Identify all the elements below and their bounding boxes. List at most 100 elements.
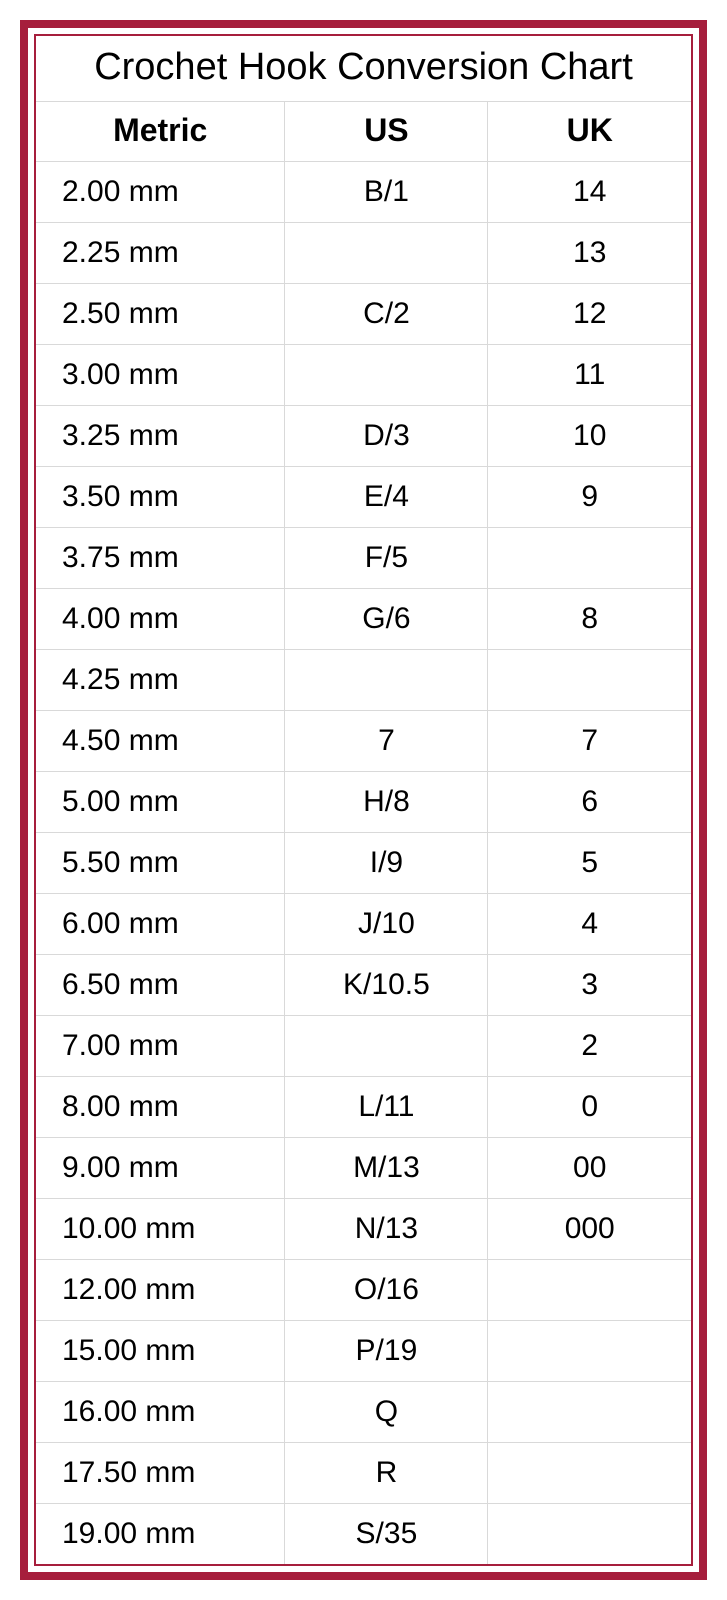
cell-uk: 13 bbox=[488, 223, 691, 284]
table-row: 5.00 mmH/86 bbox=[36, 772, 691, 833]
cell-uk: 8 bbox=[488, 589, 691, 650]
cell-uk: 0 bbox=[488, 1077, 691, 1138]
table-row: 4.25 mm bbox=[36, 650, 691, 711]
cell-uk: 00 bbox=[488, 1138, 691, 1199]
table-row: 3.75 mmF/5 bbox=[36, 528, 691, 589]
cell-us bbox=[285, 1016, 488, 1077]
cell-us: H/8 bbox=[285, 772, 488, 833]
cell-metric: 8.00 mm bbox=[36, 1077, 285, 1138]
table-row: 16.00 mmQ bbox=[36, 1382, 691, 1443]
cell-us: G/6 bbox=[285, 589, 488, 650]
table-row: 2.00 mmB/114 bbox=[36, 162, 691, 223]
cell-uk: 7 bbox=[488, 711, 691, 772]
table-row: 15.00 mmP/19 bbox=[36, 1321, 691, 1382]
column-header-uk: UK bbox=[488, 102, 691, 162]
table-row: 2.50 mmC/212 bbox=[36, 284, 691, 345]
chart-inner-frame: Crochet Hook Conversion Chart Metric US … bbox=[34, 34, 693, 1566]
table-row: 9.00 mmM/1300 bbox=[36, 1138, 691, 1199]
cell-us: R bbox=[285, 1443, 488, 1504]
cell-us: D/3 bbox=[285, 406, 488, 467]
cell-us: S/35 bbox=[285, 1504, 488, 1565]
cell-metric: 7.00 mm bbox=[36, 1016, 285, 1077]
table-row: 4.00 mmG/68 bbox=[36, 589, 691, 650]
table-row: 19.00 mmS/35 bbox=[36, 1504, 691, 1565]
cell-us bbox=[285, 650, 488, 711]
cell-metric: 5.50 mm bbox=[36, 833, 285, 894]
column-header-metric: Metric bbox=[36, 102, 285, 162]
conversion-table: Crochet Hook Conversion Chart Metric US … bbox=[36, 36, 691, 1564]
cell-us: L/11 bbox=[285, 1077, 488, 1138]
cell-uk: 11 bbox=[488, 345, 691, 406]
cell-metric: 4.25 mm bbox=[36, 650, 285, 711]
cell-us: C/2 bbox=[285, 284, 488, 345]
table-row: 8.00 mmL/110 bbox=[36, 1077, 691, 1138]
table-row: 3.00 mm 11 bbox=[36, 345, 691, 406]
cell-metric: 17.50 mm bbox=[36, 1443, 285, 1504]
cell-us: O/16 bbox=[285, 1260, 488, 1321]
table-row: 3.25 mmD/310 bbox=[36, 406, 691, 467]
table-row: 10.00 mmN/13000 bbox=[36, 1199, 691, 1260]
header-row: Metric US UK bbox=[36, 102, 691, 162]
cell-metric: 15.00 mm bbox=[36, 1321, 285, 1382]
cell-us: P/19 bbox=[285, 1321, 488, 1382]
cell-us: 7 bbox=[285, 711, 488, 772]
cell-us: K/10.5 bbox=[285, 955, 488, 1016]
cell-metric: 5.00 mm bbox=[36, 772, 285, 833]
cell-uk bbox=[488, 1321, 691, 1382]
cell-metric: 10.00 mm bbox=[36, 1199, 285, 1260]
cell-uk: 000 bbox=[488, 1199, 691, 1260]
table-row: 3.50 mmE/49 bbox=[36, 467, 691, 528]
table-row: 6.50 mmK/10.53 bbox=[36, 955, 691, 1016]
table-row: 12.00 mmO/16 bbox=[36, 1260, 691, 1321]
column-header-us: US bbox=[285, 102, 488, 162]
cell-uk bbox=[488, 1260, 691, 1321]
cell-uk: 4 bbox=[488, 894, 691, 955]
table-row: 7.00 mm 2 bbox=[36, 1016, 691, 1077]
table-row: 2.25 mm 13 bbox=[36, 223, 691, 284]
chart-outer-frame: Crochet Hook Conversion Chart Metric US … bbox=[20, 20, 707, 1580]
cell-metric: 6.50 mm bbox=[36, 955, 285, 1016]
cell-uk bbox=[488, 1504, 691, 1565]
cell-us bbox=[285, 345, 488, 406]
table-row: 6.00 mmJ/104 bbox=[36, 894, 691, 955]
cell-uk bbox=[488, 650, 691, 711]
cell-metric: 3.25 mm bbox=[36, 406, 285, 467]
cell-uk: 3 bbox=[488, 955, 691, 1016]
cell-metric: 4.50 mm bbox=[36, 711, 285, 772]
cell-uk: 5 bbox=[488, 833, 691, 894]
cell-us: E/4 bbox=[285, 467, 488, 528]
table-row: 4.50 mm77 bbox=[36, 711, 691, 772]
cell-metric: 9.00 mm bbox=[36, 1138, 285, 1199]
cell-uk: 10 bbox=[488, 406, 691, 467]
cell-metric: 2.25 mm bbox=[36, 223, 285, 284]
cell-metric: 4.00 mm bbox=[36, 589, 285, 650]
cell-us: N/13 bbox=[285, 1199, 488, 1260]
cell-metric: 19.00 mm bbox=[36, 1504, 285, 1565]
cell-uk: 12 bbox=[488, 284, 691, 345]
cell-us: J/10 bbox=[285, 894, 488, 955]
cell-metric: 2.00 mm bbox=[36, 162, 285, 223]
cell-us: B/1 bbox=[285, 162, 488, 223]
chart-title: Crochet Hook Conversion Chart bbox=[36, 36, 691, 102]
title-row: Crochet Hook Conversion Chart bbox=[36, 36, 691, 102]
cell-metric: 3.75 mm bbox=[36, 528, 285, 589]
cell-uk: 9 bbox=[488, 467, 691, 528]
cell-us: M/13 bbox=[285, 1138, 488, 1199]
cell-metric: 16.00 mm bbox=[36, 1382, 285, 1443]
cell-metric: 2.50 mm bbox=[36, 284, 285, 345]
cell-metric: 12.00 mm bbox=[36, 1260, 285, 1321]
cell-uk: 6 bbox=[488, 772, 691, 833]
cell-uk bbox=[488, 1382, 691, 1443]
cell-uk: 2 bbox=[488, 1016, 691, 1077]
cell-us: I/9 bbox=[285, 833, 488, 894]
table-body: 2.00 mmB/1142.25 mm132.50 mmC/2123.00 mm… bbox=[36, 162, 691, 1565]
cell-uk bbox=[488, 1443, 691, 1504]
cell-us: F/5 bbox=[285, 528, 488, 589]
cell-metric: 6.00 mm bbox=[36, 894, 285, 955]
cell-us: Q bbox=[285, 1382, 488, 1443]
cell-uk bbox=[488, 528, 691, 589]
table-row: 17.50 mmR bbox=[36, 1443, 691, 1504]
cell-us bbox=[285, 223, 488, 284]
cell-metric: 3.50 mm bbox=[36, 467, 285, 528]
cell-metric: 3.00 mm bbox=[36, 345, 285, 406]
